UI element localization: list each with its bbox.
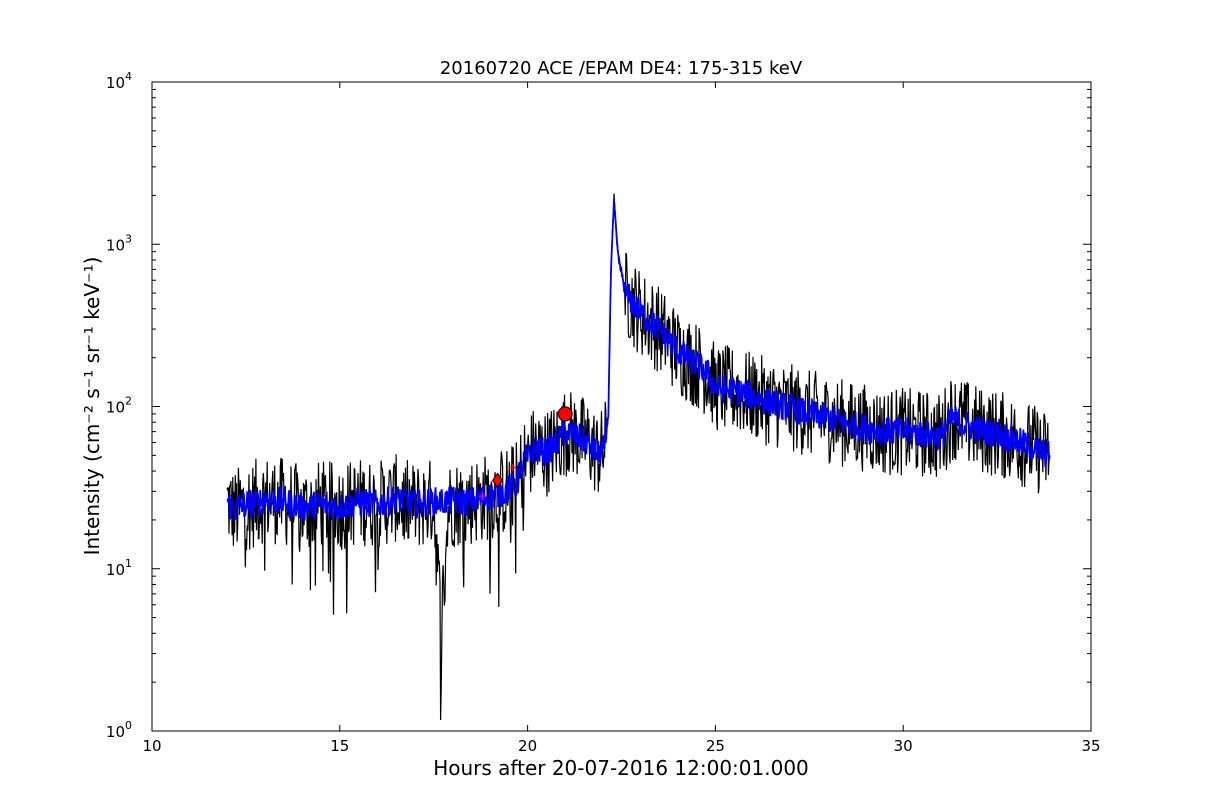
x-tick-label: 35 (1081, 737, 1100, 755)
y-tick-label: 100 (106, 719, 132, 741)
x-tick-label: 15 (330, 737, 349, 755)
y-tick-label: 103 (106, 232, 132, 254)
x-tick-label: 25 (706, 737, 725, 755)
marker-circle-0 (557, 406, 573, 422)
y-tick-label: 102 (106, 395, 132, 417)
x-tick-label: 30 (894, 737, 913, 755)
x-axis-label: Hours after 20-07-2016 12:00:01.000 (433, 756, 809, 780)
marker-diamond-1 (491, 472, 504, 489)
series-line-0 (226, 193, 1051, 721)
series-line-1 (226, 199, 1051, 522)
y-axis-label: Intensity (cm⁻² s⁻¹ sr⁻¹ keV⁻¹) (80, 257, 104, 556)
x-tick-label: 10 (142, 737, 161, 755)
marker-plus-3 (508, 463, 517, 472)
marker-plus-2 (478, 492, 487, 501)
y-tick-label: 104 (106, 70, 132, 92)
x-tick-label: 20 (518, 737, 537, 755)
y-tick-label: 101 (106, 557, 132, 579)
chart-title: 20160720 ACE /EPAM DE4: 175-315 keV (440, 58, 803, 79)
